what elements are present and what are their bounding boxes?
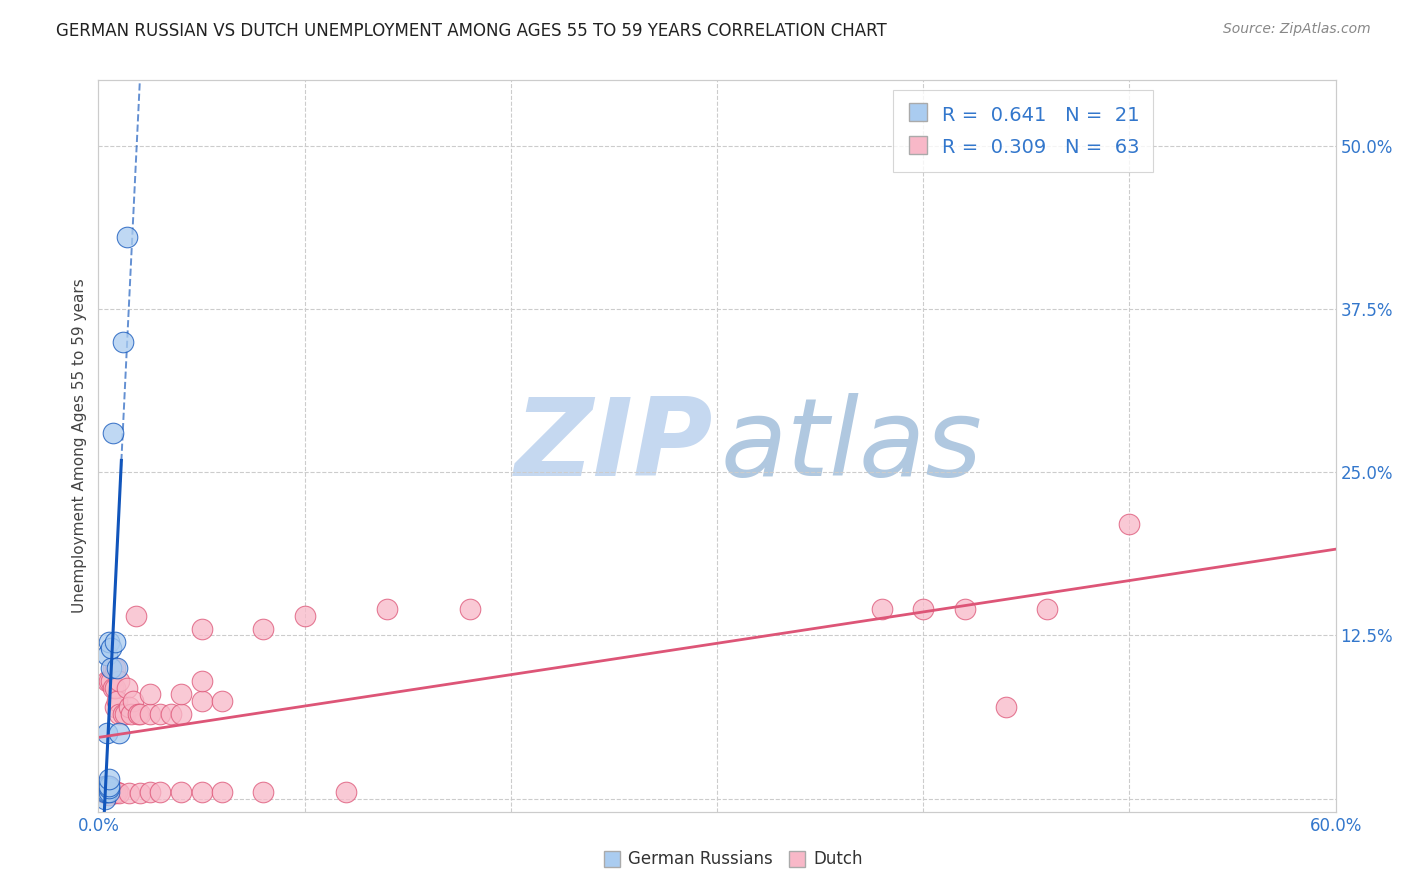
Point bbox=[1118, 517, 1140, 532]
Point bbox=[100, 661, 122, 675]
Text: Dutch: Dutch bbox=[814, 850, 863, 868]
Point bbox=[128, 787, 150, 801]
Point bbox=[114, 706, 136, 721]
Point bbox=[97, 784, 120, 798]
Point bbox=[112, 334, 135, 349]
Point bbox=[108, 674, 131, 689]
Point bbox=[91, 785, 114, 799]
Point bbox=[101, 681, 124, 695]
Point bbox=[211, 694, 233, 708]
Point bbox=[170, 687, 193, 701]
Point bbox=[117, 230, 139, 244]
Point bbox=[93, 781, 115, 796]
Text: atlas: atlas bbox=[721, 393, 983, 499]
Point bbox=[100, 785, 122, 799]
Point bbox=[149, 785, 172, 799]
Point bbox=[170, 785, 193, 799]
Point bbox=[912, 602, 935, 616]
Point bbox=[953, 602, 976, 616]
Point bbox=[335, 785, 357, 799]
Point bbox=[93, 785, 115, 799]
Point bbox=[375, 602, 398, 616]
Point bbox=[149, 706, 172, 721]
Point bbox=[97, 779, 120, 793]
Point bbox=[870, 602, 893, 616]
Point bbox=[122, 694, 145, 708]
Point bbox=[96, 779, 118, 793]
Point bbox=[101, 785, 124, 799]
Point bbox=[118, 787, 141, 801]
Point bbox=[139, 687, 162, 701]
Point bbox=[105, 661, 128, 675]
Text: Source: ZipAtlas.com: Source: ZipAtlas.com bbox=[1223, 22, 1371, 37]
Point bbox=[97, 779, 120, 793]
Text: German Russians: German Russians bbox=[628, 850, 773, 868]
Point bbox=[190, 694, 212, 708]
Point bbox=[96, 648, 118, 662]
Point bbox=[93, 779, 115, 793]
Point bbox=[112, 706, 135, 721]
Point bbox=[93, 785, 115, 799]
Point bbox=[97, 785, 120, 799]
Point bbox=[170, 706, 193, 721]
Point bbox=[100, 641, 122, 656]
Point bbox=[105, 694, 128, 708]
Point bbox=[117, 681, 139, 695]
Point bbox=[294, 608, 316, 623]
Text: GERMAN RUSSIAN VS DUTCH UNEMPLOYMENT AMONG AGES 55 TO 59 YEARS CORRELATION CHART: GERMAN RUSSIAN VS DUTCH UNEMPLOYMENT AMO… bbox=[56, 22, 887, 40]
Point bbox=[104, 661, 127, 675]
Point bbox=[190, 674, 212, 689]
Text: ZIP: ZIP bbox=[515, 393, 713, 499]
Point bbox=[120, 706, 142, 721]
Point bbox=[118, 700, 141, 714]
Point bbox=[96, 726, 118, 740]
Legend: R =  0.641   N =  21, R =  0.309   N =  63: R = 0.641 N = 21, R = 0.309 N = 63 bbox=[893, 90, 1153, 172]
Point bbox=[128, 706, 150, 721]
Point bbox=[97, 674, 120, 689]
Point bbox=[97, 772, 120, 786]
Point bbox=[159, 706, 181, 721]
Point bbox=[96, 674, 118, 689]
Point bbox=[1036, 602, 1059, 616]
Point bbox=[97, 781, 120, 796]
Point bbox=[108, 706, 131, 721]
Point bbox=[211, 785, 233, 799]
Point bbox=[252, 785, 274, 799]
Point bbox=[104, 635, 127, 649]
Point bbox=[252, 622, 274, 636]
Point bbox=[105, 785, 128, 799]
Point bbox=[139, 785, 162, 799]
Point bbox=[97, 635, 120, 649]
Point bbox=[93, 779, 115, 793]
Point bbox=[139, 706, 162, 721]
Point bbox=[101, 661, 124, 675]
Y-axis label: Unemployment Among Ages 55 to 59 years: Unemployment Among Ages 55 to 59 years bbox=[72, 278, 87, 614]
Point bbox=[96, 785, 118, 799]
Point bbox=[458, 602, 481, 616]
Point bbox=[96, 781, 118, 796]
Point bbox=[190, 785, 212, 799]
Point bbox=[97, 781, 120, 796]
Point bbox=[124, 608, 146, 623]
Point bbox=[100, 781, 122, 796]
Point bbox=[104, 700, 127, 714]
Point bbox=[104, 787, 127, 801]
Point bbox=[93, 791, 115, 805]
Point bbox=[101, 425, 124, 440]
Point bbox=[994, 700, 1017, 714]
Point bbox=[127, 706, 149, 721]
Point bbox=[190, 622, 212, 636]
Point bbox=[100, 674, 122, 689]
Point bbox=[108, 787, 131, 801]
Point bbox=[97, 788, 120, 802]
Point bbox=[108, 726, 131, 740]
Point bbox=[104, 681, 127, 695]
